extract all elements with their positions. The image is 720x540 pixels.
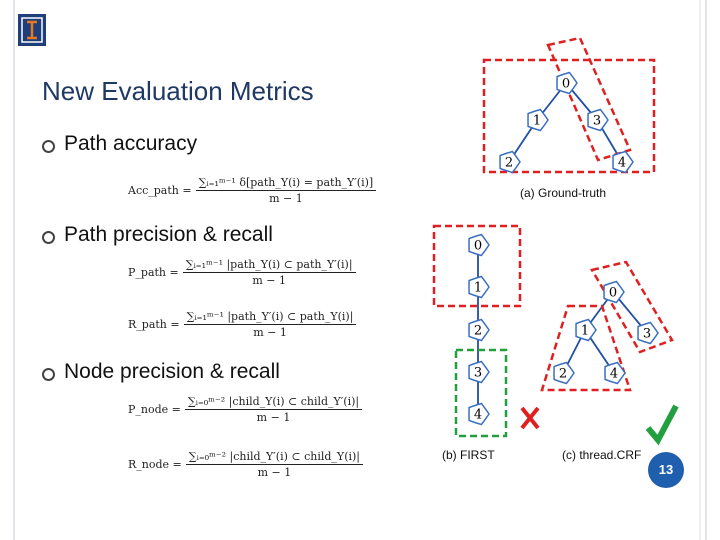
highlight-boxes [432,36,674,438]
node-label: 1 [581,324,589,339]
formula-numerator: ∑ᵢ₌₁ᵐ⁻¹ |path_Y(i) ⊂ path_Y′(i)| [182,258,356,273]
formula-fraction: ∑ᵢ₌₀ᵐ⁻² |child_Y′(i) ⊂ child_Y(i)| m − 1 [185,450,363,479]
graph-node [468,402,490,426]
graph-node [603,280,625,304]
formula-lhs: R_node = [128,458,182,471]
node-label: 0 [609,286,617,301]
graph-node [556,71,578,95]
figure-caption: (b) FIRST [442,448,495,462]
node-label: 2 [559,367,567,382]
bullet-marker [42,231,55,244]
graph-node [527,108,549,132]
formula-denominator: m − 1 [256,411,291,424]
formula-denominator: m − 1 [252,274,286,287]
node-label: 3 [474,366,482,381]
bullet-marker [42,140,55,153]
node-label: 4 [618,156,626,171]
page-number: 13 [648,452,684,488]
graph-node [468,275,490,299]
slide-title: New Evaluation Metrics [42,76,314,106]
graph-node [468,233,490,257]
node-label: 4 [474,408,482,423]
graph-node [604,361,626,385]
logo-inner [21,17,43,43]
formula: R_node = ∑ᵢ₌₀ᵐ⁻² |child_Y′(i) ⊂ child_Y(i… [128,450,363,479]
graph-node [637,321,659,345]
node-label: 0 [562,77,570,92]
graph-node [553,361,575,385]
node-label: 3 [593,114,601,129]
formula-lhs: Acc_path = [128,184,192,197]
formula-numerator: ∑ᵢ₌₀ᵐ⁻² |child_Y′(i) ⊂ child_Y(i)| [185,450,363,465]
node-label: 3 [643,327,651,342]
node-label: 1 [533,114,541,129]
graph-node [468,360,490,384]
formula-lhs: R_path = [128,318,180,331]
bullet-text: Path precision & recall [64,223,273,246]
formula-numerator: ∑ᵢ₌₁ᵐ⁻¹ |path_Y′(i) ⊂ path_Y(i)| [183,310,357,325]
node-label: 1 [474,281,482,296]
graph-node [612,150,634,174]
graph-node [587,108,609,132]
formula-lhs: P_node = [128,403,181,416]
figure-caption: (c) thread.CRF [562,448,642,462]
formula-fraction: ∑ᵢ₌₁ᵐ⁻¹ |path_Y(i) ⊂ path_Y′(i)| m − 1 [182,258,356,287]
formula-lhs: P_path = [128,266,179,279]
formula-fraction: ∑ᵢ₌₁ᵐ⁻¹ δ[path_Y(i) = path_Y′(i)] m − 1 [195,176,377,205]
formula: P_node = ∑ᵢ₌₀ᵐ⁻² |child_Y(i) ⊂ child_Y′(i… [128,395,363,424]
graph-node [499,150,521,174]
check-icon [645,404,679,446]
graph-node [468,318,490,342]
cross-icon [520,406,540,430]
figure-caption: (a) Ground-truth [520,186,607,200]
formula: Acc_path = ∑ᵢ₌₁ᵐ⁻¹ δ[path_Y(i) = path_Y′(… [128,176,377,205]
formula-denominator: m − 1 [253,326,287,339]
formula-fraction: ∑ᵢ₌₀ᵐ⁻² |child_Y(i) ⊂ child_Y′(i)| m − 1 [184,395,363,424]
bullet-marker [42,368,55,381]
formula-denominator: m − 1 [269,192,303,205]
formula-numerator: ∑ᵢ₌₀ᵐ⁻² |child_Y(i) ⊂ child_Y′(i)| [184,395,363,410]
bullet-text: Path accuracy [64,132,198,155]
logo-i [27,20,37,40]
node-label: 0 [474,239,482,254]
node-label: 2 [505,156,513,171]
formula-denominator: m − 1 [257,466,292,479]
node-label: 4 [610,367,618,382]
node-label: 2 [474,324,482,339]
formula-numerator: ∑ᵢ₌₁ᵐ⁻¹ δ[path_Y(i) = path_Y′(i)] [195,176,377,191]
formula: R_path = ∑ᵢ₌₁ᵐ⁻¹ |path_Y′(i) ⊂ path_Y(i)|… [128,310,357,339]
formula-fraction: ∑ᵢ₌₁ᵐ⁻¹ |path_Y′(i) ⊂ path_Y(i)| m − 1 [183,310,357,339]
graph-node [575,318,597,342]
bullet-text: Node precision & recall [64,360,280,383]
formula: P_path = ∑ᵢ₌₁ᵐ⁻¹ |path_Y(i) ⊂ path_Y′(i)|… [128,258,356,287]
